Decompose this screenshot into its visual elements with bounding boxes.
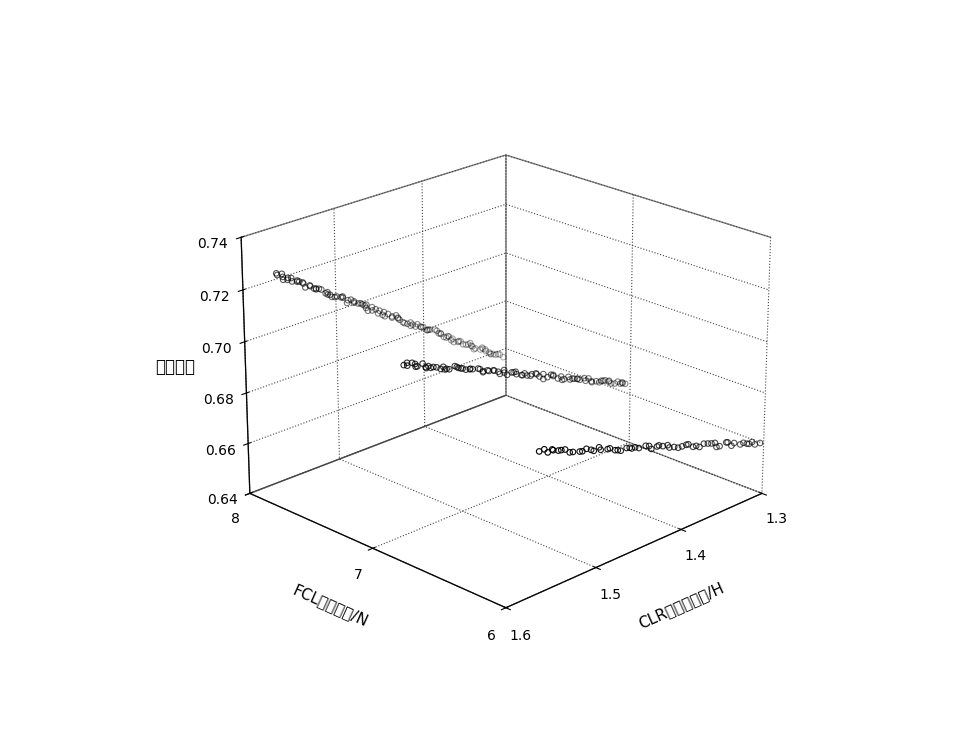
- Y-axis label: FCL配置个数/N: FCL配置个数/N: [291, 583, 370, 629]
- X-axis label: CLR电感值总和/H: CLR电感值总和/H: [636, 580, 726, 631]
